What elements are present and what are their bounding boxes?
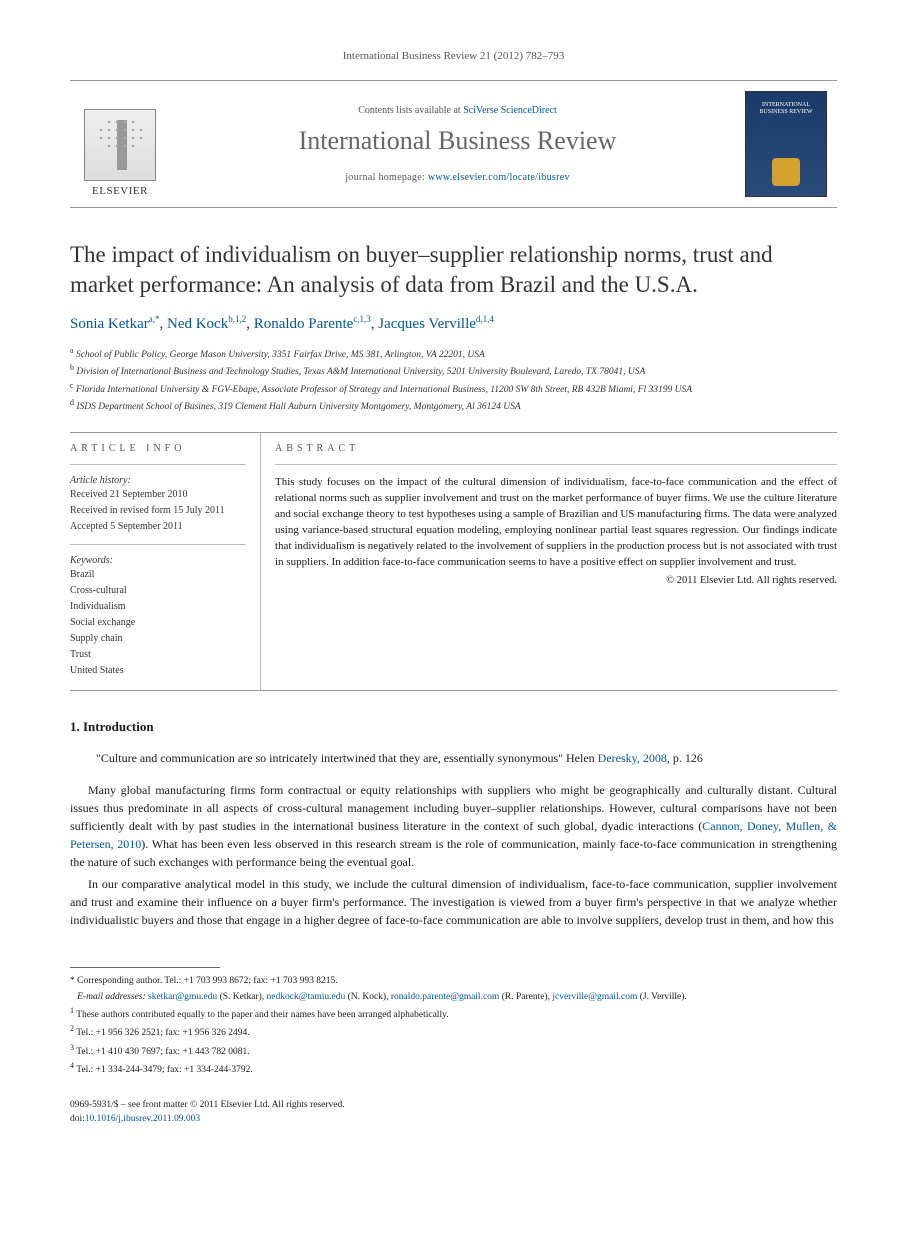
email-link[interactable]: nedkock@tamiu.edu bbox=[267, 992, 346, 1002]
email-who: (J. Verville). bbox=[640, 992, 687, 1002]
footnote: 3 Tel.: +1 410 430 7697; fax: +1 443 782… bbox=[70, 1042, 837, 1059]
info-divider bbox=[70, 464, 246, 465]
affiliations: a School of Public Policy, George Mason … bbox=[70, 345, 837, 415]
info-divider bbox=[275, 464, 837, 465]
quote-suffix: , p. 126 bbox=[667, 751, 703, 765]
footnote-corresponding: * Corresponding author. Tel.: +1 703 993… bbox=[70, 974, 837, 988]
aff-mark: c bbox=[70, 381, 74, 390]
footnote: 1 These authors contributed equally to t… bbox=[70, 1005, 837, 1022]
email-link[interactable]: sketkar@gmu.edu bbox=[148, 992, 217, 1002]
body-paragraph: In our comparative analytical model in t… bbox=[70, 875, 837, 929]
quote-citation-link[interactable]: Deresky, 2008 bbox=[598, 751, 667, 765]
author-link[interactable]: Sonia Ketkar bbox=[70, 316, 149, 332]
footnote: 4 Tel.: +1 334-244-3479; fax: +1 334-244… bbox=[70, 1060, 837, 1077]
keyword: Brazil bbox=[70, 568, 246, 582]
author-marks: b,1,2 bbox=[228, 314, 246, 324]
body-span: ). What has been even less observed in t… bbox=[70, 837, 837, 869]
fn-text: Tel.: +1 410 430 7697; fax: +1 443 782 0… bbox=[76, 1047, 249, 1057]
info-divider bbox=[70, 544, 246, 545]
cover-thumb-title: INTERNATIONAL BUSINESS REVIEW bbox=[750, 102, 822, 116]
epigraph-quote: "Culture and communication are so intric… bbox=[96, 749, 811, 767]
aff-mark: a bbox=[70, 346, 74, 355]
fn-marker: 4 bbox=[70, 1061, 74, 1070]
info-heading: ARTICLE INFO bbox=[70, 443, 246, 454]
doi-link[interactable]: 10.1016/j.ibusrev.2011.09.003 bbox=[85, 1114, 200, 1124]
fn-marker: 1 bbox=[70, 1006, 74, 1015]
aff-mark: d bbox=[70, 398, 74, 407]
keyword: Cross-cultural bbox=[70, 584, 246, 598]
keyword: Trust bbox=[70, 648, 246, 662]
fn-marker: 3 bbox=[70, 1043, 74, 1052]
affiliation: d ISDS Department School of Busines, 319… bbox=[70, 397, 837, 414]
doi-prefix: doi: bbox=[70, 1114, 85, 1124]
history-line: Accepted 5 September 2011 bbox=[70, 520, 246, 534]
author-link[interactable]: Ronaldo Parente bbox=[254, 316, 354, 332]
aff-text: School of Public Policy, George Mason Un… bbox=[76, 350, 485, 360]
footnote: 2 Tel.: +1 956 326 2521; fax: +1 956 326… bbox=[70, 1023, 837, 1040]
email-link[interactable]: jcverville@gmail.com bbox=[552, 992, 637, 1002]
article-info: ARTICLE INFO Article history: Received 2… bbox=[70, 433, 260, 690]
author-link[interactable]: Ned Kock bbox=[167, 316, 228, 332]
keyword: Supply chain bbox=[70, 632, 246, 646]
sciencedirect-link[interactable]: SciVerse ScienceDirect bbox=[463, 105, 557, 116]
section-heading: 1. Introduction bbox=[70, 719, 837, 735]
header-citation: International Business Review 21 (2012) … bbox=[70, 50, 837, 62]
abstract-heading: ABSTRACT bbox=[275, 443, 837, 454]
info-abstract-block: ARTICLE INFO Article history: Received 2… bbox=[70, 432, 837, 691]
author-marks: c,1,3 bbox=[353, 314, 371, 324]
author-marks: d,1,4 bbox=[476, 314, 494, 324]
fn-text: Tel.: +1 334-244-3479; fax: +1 334-244-3… bbox=[76, 1065, 253, 1075]
cover-thumb-block: INTERNATIONAL BUSINESS REVIEW bbox=[745, 91, 837, 197]
authors-line: Sonia Ketkara,*, Ned Kockb,1,2, Ronaldo … bbox=[70, 314, 837, 333]
keywords-label: Keywords: bbox=[70, 555, 246, 566]
doi-line: doi:10.1016/j.ibusrev.2011.09.003 bbox=[70, 1112, 837, 1126]
publisher-block: ELSEVIER bbox=[70, 91, 170, 197]
homepage-line: journal homepage: www.elsevier.com/locat… bbox=[170, 172, 745, 183]
masthead: ELSEVIER Contents lists available at Sci… bbox=[70, 80, 837, 208]
contents-prefix: Contents lists available at bbox=[358, 105, 463, 116]
aff-text: ISDS Department School of Busines, 319 C… bbox=[76, 402, 520, 412]
fn-text: Tel.: +1 956 326 2521; fax: +1 956 326 2… bbox=[76, 1028, 249, 1038]
author-marks: a,* bbox=[149, 314, 160, 324]
affiliation: a School of Public Policy, George Mason … bbox=[70, 345, 837, 362]
email-link[interactable]: ronaldo.parente@gmail.com bbox=[391, 992, 499, 1002]
footnote-emails: E-mail addresses: sketkar@gmu.edu (S. Ke… bbox=[70, 990, 837, 1004]
contents-line: Contents lists available at SciVerse Sci… bbox=[170, 105, 745, 116]
keyword: United States bbox=[70, 664, 246, 678]
cover-thumb-logo-icon bbox=[772, 158, 800, 186]
journal-title: International Business Review bbox=[170, 126, 745, 156]
elsevier-tree-icon bbox=[84, 109, 156, 181]
aff-mark: b bbox=[70, 363, 74, 372]
history-line: Received 21 September 2010 bbox=[70, 488, 246, 502]
journal-cover-thumbnail: INTERNATIONAL BUSINESS REVIEW bbox=[745, 91, 827, 197]
email-who: (R. Parente) bbox=[502, 992, 548, 1002]
author-link[interactable]: Jacques Verville bbox=[378, 316, 476, 332]
masthead-center: Contents lists available at SciVerse Sci… bbox=[170, 91, 745, 197]
abstract-text: This study focuses on the impact of the … bbox=[275, 475, 837, 571]
homepage-link[interactable]: www.elsevier.com/locate/ibusrev bbox=[428, 172, 570, 183]
abstract: ABSTRACT This study focuses on the impac… bbox=[260, 433, 837, 690]
body-paragraph: Many global manufacturing firms form con… bbox=[70, 781, 837, 871]
affiliation: b Division of International Business and… bbox=[70, 362, 837, 379]
publisher-label: ELSEVIER bbox=[92, 185, 148, 197]
emails-label: E-mail addresses: bbox=[77, 992, 148, 1002]
fn-text: These authors contributed equally to the… bbox=[76, 1010, 448, 1020]
affiliation: c Florida International University & FGV… bbox=[70, 380, 837, 397]
abstract-copyright: © 2011 Elsevier Ltd. All rights reserved… bbox=[275, 575, 837, 586]
email-who: (S. Ketkar) bbox=[220, 992, 262, 1002]
article-title: The impact of individualism on buyer–sup… bbox=[70, 240, 837, 300]
aff-text: Florida International University & FGV-E… bbox=[76, 385, 692, 395]
aff-text: Division of International Business and T… bbox=[76, 367, 645, 377]
quote-text: "Culture and communication are so intric… bbox=[96, 751, 598, 765]
history-label: Article history: bbox=[70, 475, 246, 486]
fn-marker: 2 bbox=[70, 1024, 74, 1033]
page-footer: 0969-5931/$ – see front matter © 2011 El… bbox=[70, 1098, 837, 1127]
footnotes-divider bbox=[70, 967, 220, 968]
keyword: Social exchange bbox=[70, 616, 246, 630]
email-who: (N. Kock) bbox=[348, 992, 387, 1002]
front-matter-line: 0969-5931/$ – see front matter © 2011 El… bbox=[70, 1098, 837, 1112]
history-line: Received in revised form 15 July 2011 bbox=[70, 504, 246, 518]
homepage-prefix: journal homepage: bbox=[345, 172, 428, 183]
keyword: Individualism bbox=[70, 600, 246, 614]
